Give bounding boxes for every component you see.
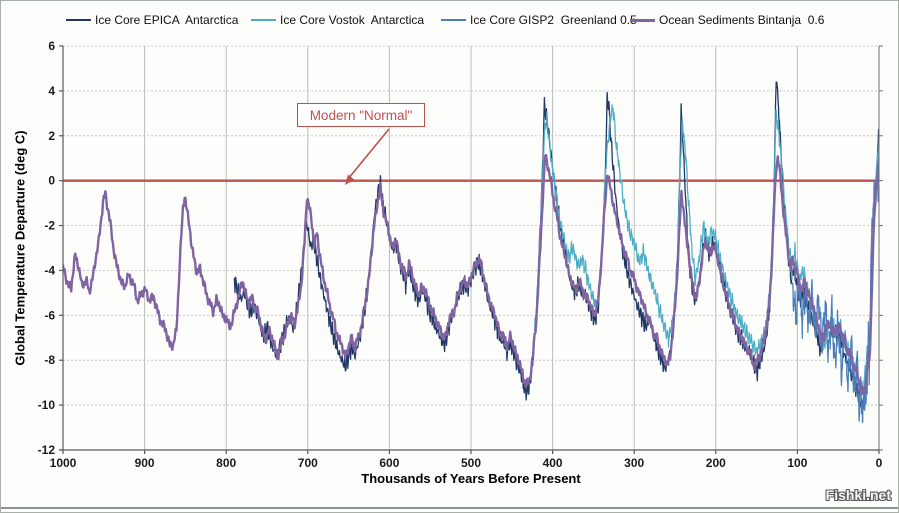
modern-normal-annotation: Modern "Normal" [297, 103, 425, 127]
legend-item-gisp2: Ice Core GISP2 Greenland 0.5 [441, 12, 637, 28]
legend-line-swatch-epica [66, 19, 91, 21]
series-line-epica [233, 81, 879, 408]
x-tick-label: 0 [876, 456, 883, 470]
legend-line-swatch-bintanja [630, 18, 655, 22]
legend-item-vostok: Ice Core Vostok Antarctica [251, 12, 424, 28]
y-tick-label: 6 [48, 39, 55, 53]
x-axis-title: Thousands of Years Before Present [361, 471, 581, 486]
series-lines [63, 81, 879, 424]
x-tick-label: 900 [135, 456, 155, 470]
y-tick-label: 4 [48, 84, 55, 98]
legend-item-bintanja: Ocean Sediments Bintanja 0.6 [630, 12, 824, 28]
y-tick-label: -6 [44, 308, 55, 322]
series-line-gisp2 [791, 175, 879, 424]
modern-normal-annotation-text: Modern "Normal" [309, 107, 413, 123]
y-tick-label: -8 [44, 353, 55, 367]
legend-line-swatch-gisp2 [441, 19, 466, 21]
x-tick-label: 100 [787, 456, 807, 470]
annotation-arrow [345, 128, 390, 185]
legend-label-vostok: Ice Core Vostok Antarctica [280, 13, 425, 27]
legend-item-epica: Ice Core EPICA Antarctica [66, 12, 238, 28]
x-tick-label: 600 [379, 456, 399, 470]
y-tick-label: -12 [38, 443, 56, 457]
legend-line-swatch-vostok [251, 19, 276, 21]
x-tick-label: 800 [216, 456, 236, 470]
y-axis-title: Global Temperature Departure (deg C) [12, 130, 28, 366]
gridlines [63, 45, 879, 450]
series-line-bintanja [63, 153, 879, 396]
legend-label-epica: Ice Core EPICA Antarctica [95, 13, 239, 27]
x-tick-label: 200 [706, 456, 726, 470]
chart-legend: Ice Core EPICA Antarctica Ice Core Vostok… [1, 12, 898, 32]
x-tick-label: 300 [624, 456, 644, 470]
x-tick-label: 400 [543, 456, 563, 470]
y-tick-label: 2 [48, 129, 55, 143]
y-tick-label: 0 [48, 174, 55, 188]
watermark: Fishki.net [825, 487, 891, 503]
x-tick-label: 1000 [50, 456, 77, 470]
x-tick-label: 700 [298, 456, 318, 470]
bottom-divider [1, 507, 898, 509]
legend-label-gisp2: Ice Core GISP2 Greenland 0.5 [470, 13, 637, 27]
y-tick-label: -4 [44, 263, 55, 277]
y-tick-label: -2 [44, 219, 55, 233]
legend-label-bintanja: Ocean Sediments Bintanja 0.6 [659, 13, 825, 27]
x-tick-label: 500 [461, 456, 481, 470]
y-tick-label: -10 [38, 398, 56, 412]
